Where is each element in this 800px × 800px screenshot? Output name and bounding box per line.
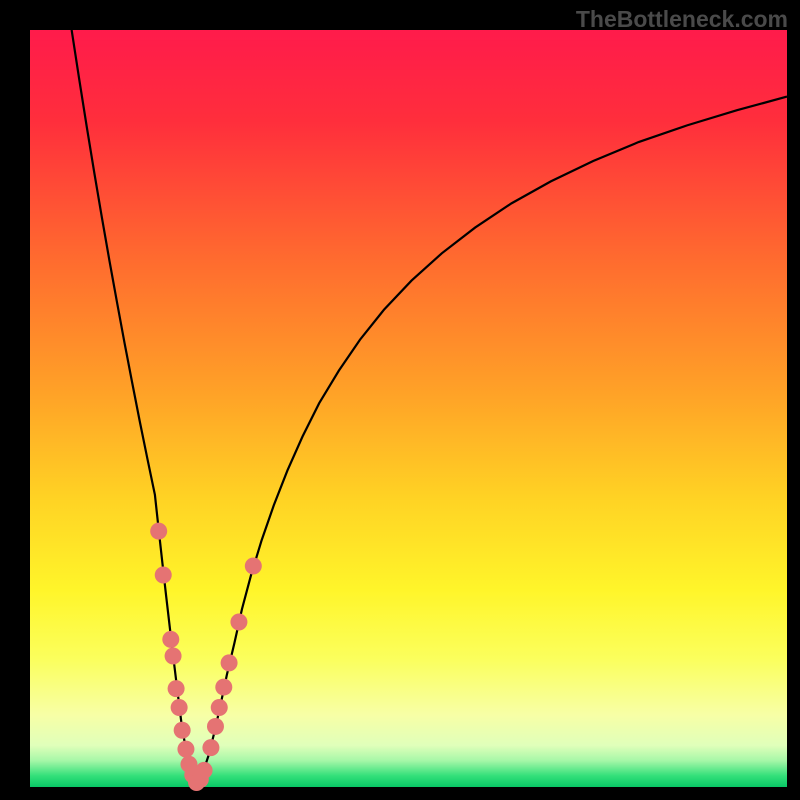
watermark-text: TheBottleneck.com (576, 6, 788, 33)
scatter-dot-right (215, 679, 232, 696)
scatter-dot-left (177, 741, 194, 758)
scatter-layer (30, 30, 787, 787)
scatter-dot-right (196, 762, 213, 779)
scatter-dot-left (171, 699, 188, 716)
scatter-dot-right (230, 613, 247, 630)
scatter-dot-left (168, 680, 185, 697)
scatter-dot-left (174, 722, 191, 739)
chart-stage: TheBottleneck.com (0, 0, 800, 800)
scatter-dot-right (202, 739, 219, 756)
scatter-dot-right (245, 557, 262, 574)
scatter-dot-right (221, 654, 238, 671)
scatter-dot-left (165, 648, 182, 665)
plot-area (30, 30, 787, 787)
scatter-dot-left (155, 567, 172, 584)
scatter-dot-right (211, 699, 228, 716)
scatter-dot-right (207, 718, 224, 735)
scatter-dot-left (150, 523, 167, 540)
scatter-dot-left (162, 631, 179, 648)
